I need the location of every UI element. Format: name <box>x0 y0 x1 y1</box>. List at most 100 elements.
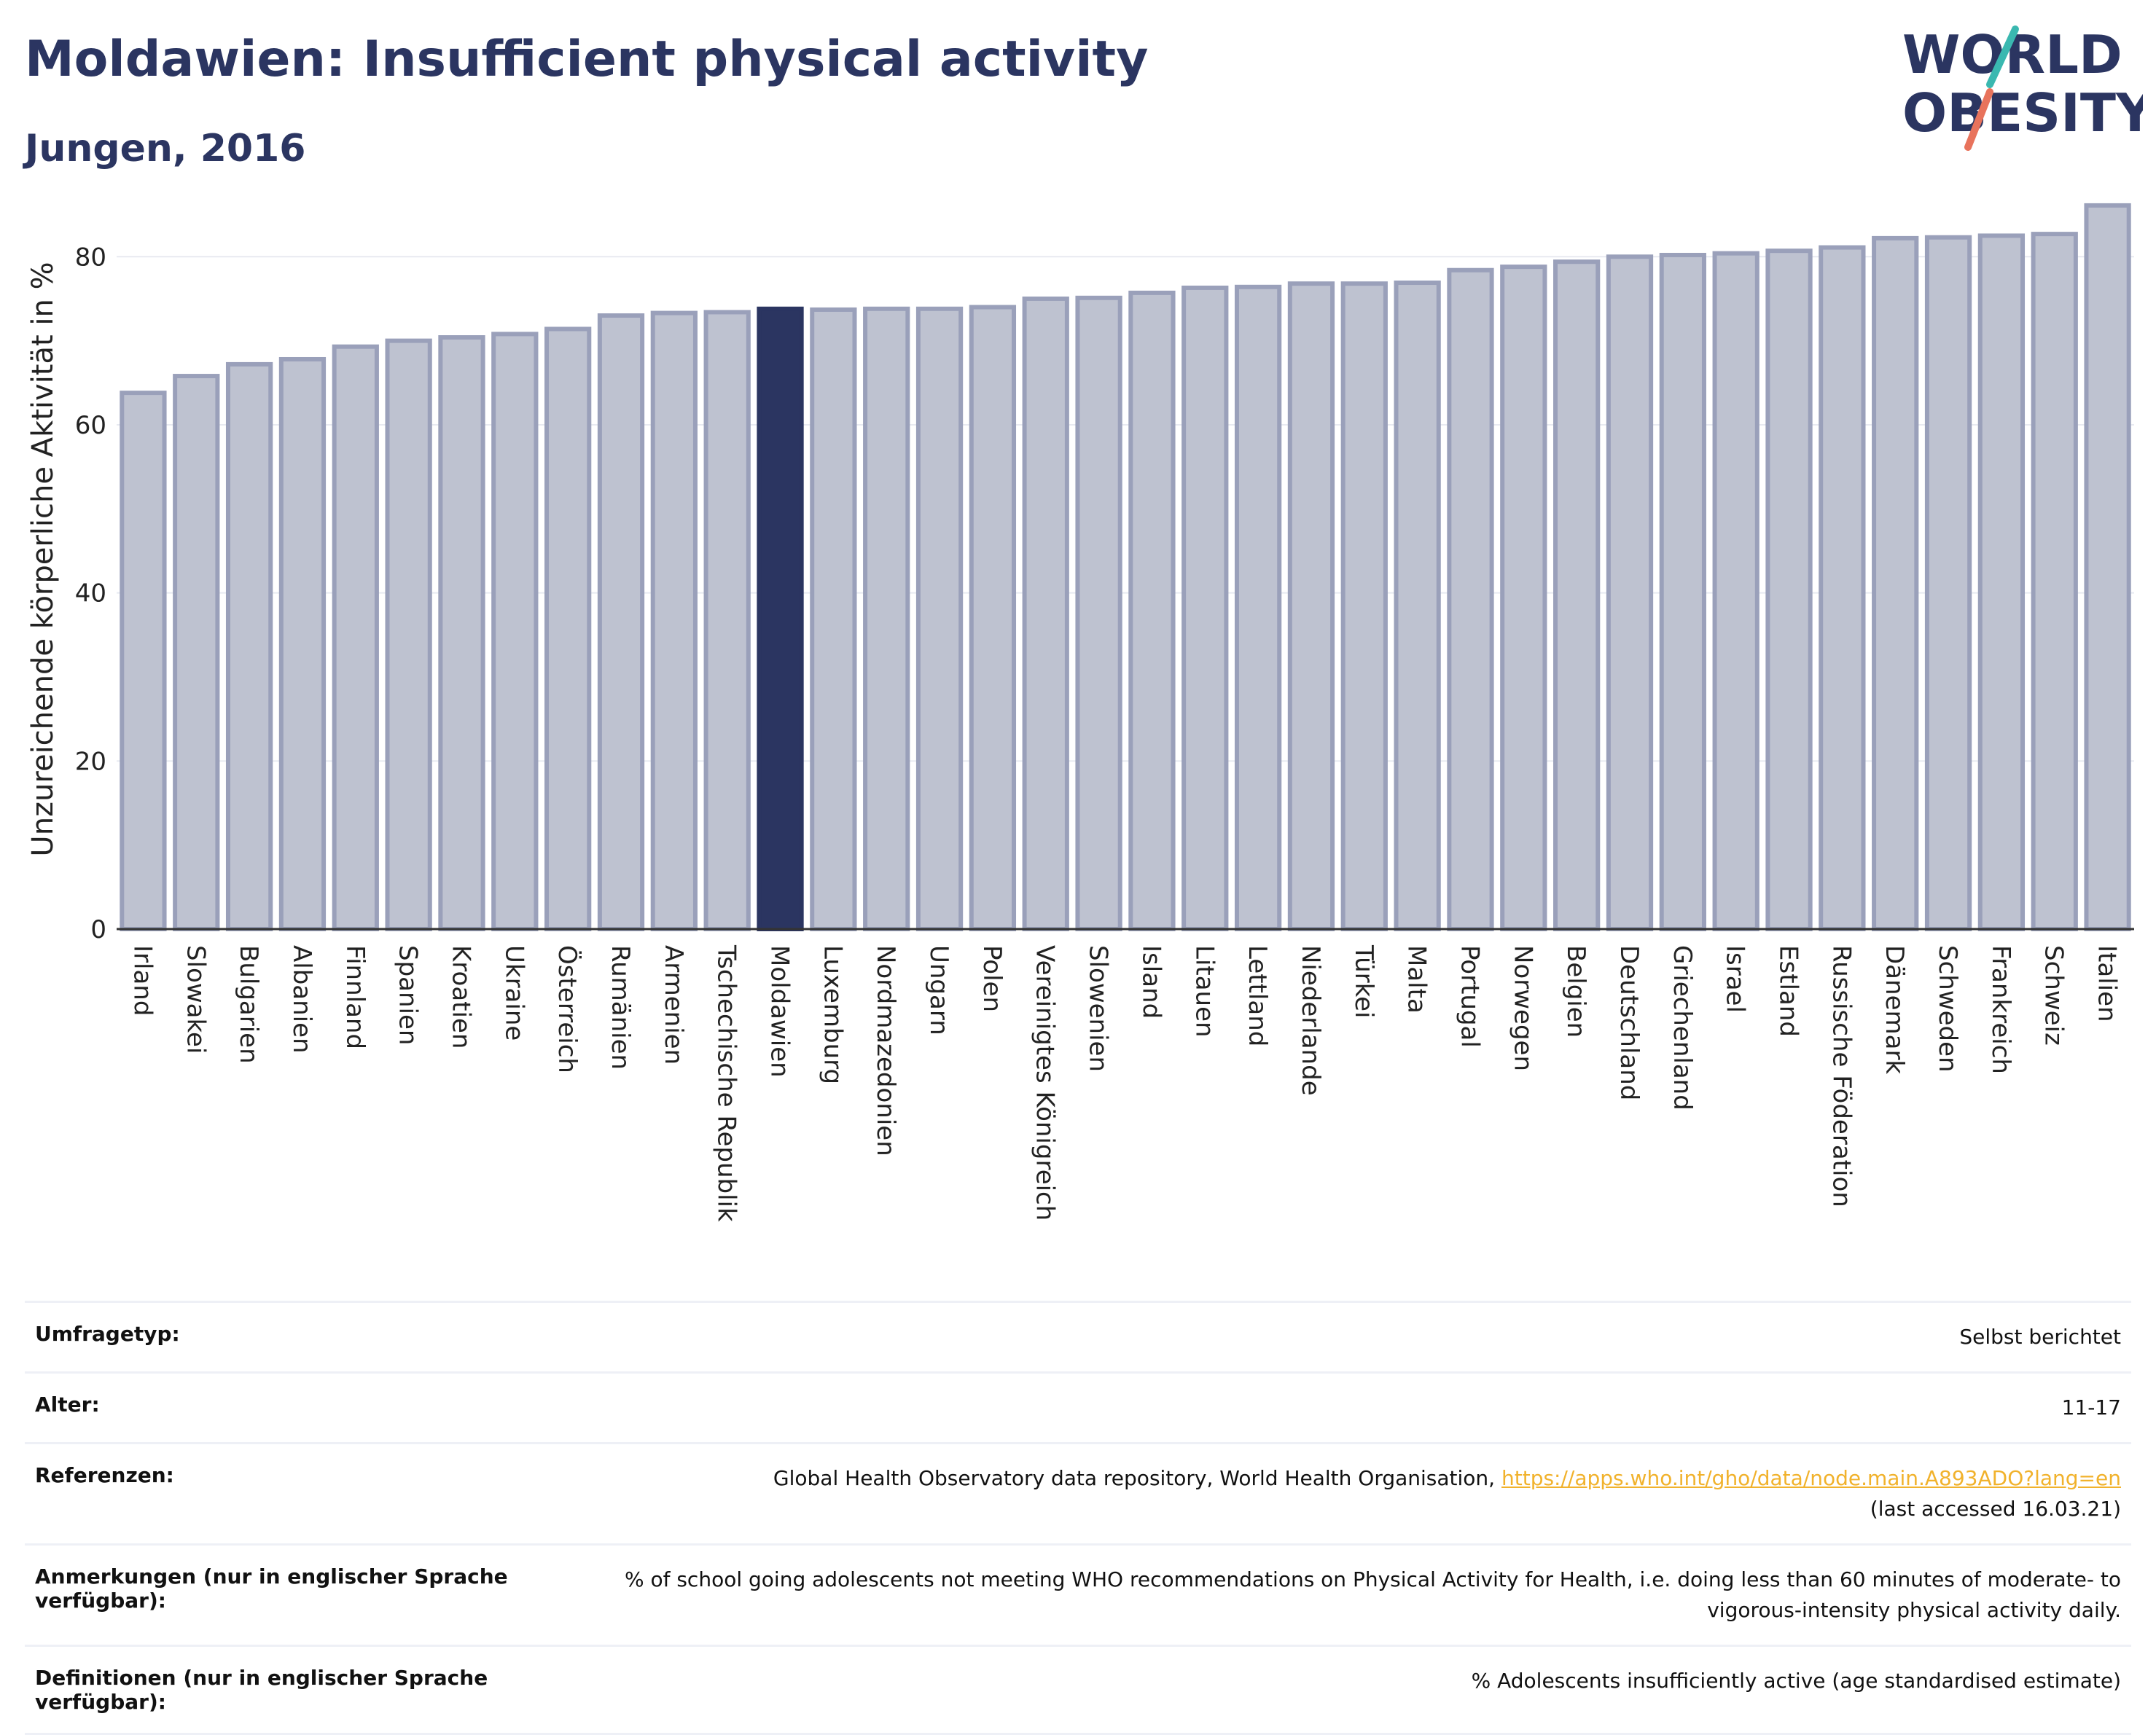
x-tick-label: Irland <box>128 945 157 1016</box>
bar <box>863 306 910 931</box>
x-tick-label: Moldawien <box>765 945 794 1078</box>
logo-teal-slash <box>1986 26 2019 88</box>
bar <box>278 356 327 931</box>
logo-coral-slash <box>1964 88 1993 151</box>
info-row: Umfragetyp: Selbst berichtet <box>25 1301 2131 1374</box>
y-tick-label: 40 <box>75 579 106 608</box>
info-row: Referenzen: Global Health Observatory dat… <box>25 1442 2131 1546</box>
x-tick-label: Dänemark <box>1880 945 1909 1074</box>
x-tick-label: Deutschland <box>1614 945 1644 1100</box>
info-row: Definitionen (nur in englischer Sprache … <box>25 1645 2131 1735</box>
x-tick-label: Niederlande <box>1296 945 1325 1096</box>
bar <box>1924 235 1972 931</box>
bar <box>385 338 432 931</box>
chart-title: Moldawien: Insufficient physical activit… <box>25 31 1149 88</box>
world-obesity-logo: WORLD OBESITY <box>1902 24 2143 151</box>
y-tick-label: 0 <box>90 915 106 944</box>
chart-subtitle: Jungen, 2016 <box>25 127 306 171</box>
bar <box>757 306 804 931</box>
info-value: Selbst berichtet <box>570 1301 2131 1374</box>
bar <box>1553 259 1601 932</box>
bar <box>491 332 539 932</box>
bar <box>1500 265 1547 931</box>
bar <box>1819 245 1866 932</box>
x-tick-label: Estland <box>1774 945 1803 1037</box>
bar <box>225 361 273 931</box>
bar <box>332 344 379 931</box>
x-tick-label: Israel <box>1721 945 1750 1013</box>
bar <box>120 391 167 931</box>
y-axis-label: Unzureichende körperliche Aktivität in % <box>26 262 60 856</box>
x-tick-label: Malta <box>1402 945 1432 1014</box>
bar <box>2031 232 2078 932</box>
y-tick-label: 80 <box>75 243 106 272</box>
x-tick-label: Lettland <box>1243 945 1272 1046</box>
bar <box>1075 295 1122 931</box>
info-value: Global Health Observatory data repositor… <box>570 1442 2131 1546</box>
x-tick-label: Kroatien <box>446 945 475 1049</box>
bar <box>1447 267 1494 931</box>
bar <box>1181 285 1229 932</box>
x-tick-label: Vereinigtes Königreich <box>1031 945 1060 1221</box>
info-key: Referenzen: <box>25 1442 570 1546</box>
info-value: 11-17 <box>570 1371 2131 1444</box>
bar <box>1977 233 2026 931</box>
bar <box>2084 203 2131 931</box>
x-tick-label: Griechenland <box>1668 945 1697 1111</box>
bar <box>1872 235 1919 932</box>
info-key: Alter: <box>25 1371 570 1444</box>
bar <box>969 305 1017 931</box>
info-table: Umfragetyp: Selbst berichtet Alter: 11-17 Re… <box>25 1301 2131 1735</box>
bar <box>703 310 751 932</box>
x-tick-label: Polen <box>977 945 1007 1012</box>
x-tick-label: Bulgarien <box>234 945 263 1064</box>
x-tick-label: Slowakei <box>181 945 210 1054</box>
reference-link[interactable]: https://apps.who.int/gho/data/node.main.… <box>1501 1466 2121 1490</box>
bar <box>438 335 485 931</box>
x-tick-label: Island <box>1136 945 1165 1019</box>
x-tick-label: Belgien <box>1561 945 1590 1038</box>
info-key: Anmerkungen (nur in englischer Sprache v… <box>25 1543 570 1647</box>
x-tick-label: Slowenien <box>1084 945 1113 1072</box>
x-tick-label: Portugal <box>1455 945 1484 1048</box>
info-value: % of school going adolescents not meetin… <box>570 1543 2131 1647</box>
bar <box>173 374 220 931</box>
y-tick-label: 60 <box>75 411 106 440</box>
x-tick-label: Türkei <box>1349 944 1378 1018</box>
bar <box>1765 248 1813 932</box>
bar <box>1712 251 1759 931</box>
info-row: Anmerkungen (nur in englischer Sprache v… <box>25 1543 2131 1647</box>
x-tick-label: Spanien <box>394 945 423 1045</box>
bar <box>1128 290 1176 931</box>
bar <box>1234 284 1282 931</box>
bar <box>1287 281 1335 931</box>
x-tick-label: Finnland <box>340 945 370 1049</box>
x-tick-label: Italien <box>2093 945 2122 1022</box>
bar <box>1340 281 1388 931</box>
logo-text-obesity: OBESITY <box>1902 82 2143 144</box>
info-key: Umfragetyp: <box>25 1301 570 1374</box>
x-tick-label: Luxemburg <box>818 945 847 1084</box>
x-tick-label: Österreich <box>552 945 582 1073</box>
x-tick-label: Norwegen <box>1508 945 1537 1071</box>
x-tick-label: Schweiz <box>2039 945 2069 1046</box>
x-tick-label: Rumänien <box>606 945 635 1070</box>
x-tick-label: Ukraine <box>499 945 528 1041</box>
bar <box>544 326 592 932</box>
x-tick-label: Frankreich <box>1986 945 2015 1074</box>
x-tick-label: Albanien <box>287 945 316 1054</box>
bar <box>1606 254 1654 932</box>
bar <box>1394 281 1441 932</box>
bar <box>597 313 645 932</box>
x-tick-label: Russische Föderation <box>1827 945 1856 1207</box>
info-value: % Adolescents insufficiently active (age… <box>570 1645 2131 1735</box>
bar <box>1659 252 1706 932</box>
bar-chart: 0 20 40 60 80 Unzureichende körperliche Aktiv… <box>26 203 2134 1222</box>
x-tick-label: Tschechische Republik <box>712 944 741 1222</box>
bar <box>915 306 964 931</box>
x-tick-label: Schweden <box>1933 945 1962 1073</box>
x-tick-label: Nordmazedonien <box>871 945 900 1156</box>
x-tick-label: Armenien <box>659 945 688 1065</box>
bar <box>650 310 698 931</box>
x-tick-label: Ungarn <box>924 945 953 1035</box>
